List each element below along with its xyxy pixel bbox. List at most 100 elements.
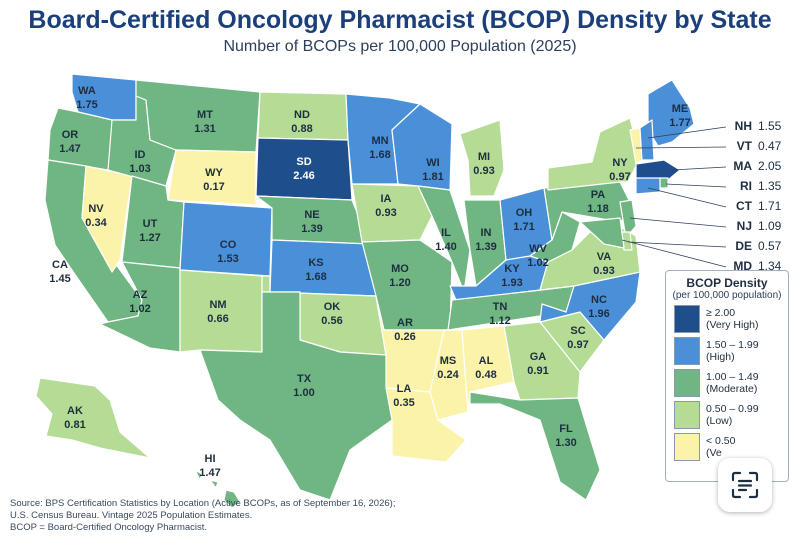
state-value-label: 1.77 [669, 117, 690, 129]
state-code-label: AK [67, 405, 83, 417]
legend: BCOP Density (per 100,000 population) ≥ … [665, 270, 789, 482]
state-value-label: 1.03 [129, 163, 150, 175]
state-code-label: FL [559, 423, 573, 435]
state-sd [255, 137, 353, 201]
state-code-label: WY [205, 167, 223, 179]
state-code-label: MO [391, 263, 409, 275]
source-note: Source: BPS Certification Statistics by … [10, 498, 395, 534]
state-code-label: AZ [133, 289, 148, 301]
state-code-label: NM [209, 299, 226, 311]
state-value-label: 1.00 [293, 387, 314, 399]
state-value-label: 0.66 [207, 313, 228, 325]
state-value-label: 1.30 [555, 437, 576, 449]
state-value-label: 0.93 [375, 207, 396, 219]
callout-value: 1.55 [758, 119, 782, 133]
callout-md: MD 1.34 [728, 259, 781, 273]
state-fl [469, 391, 601, 501]
state-code-label: PA [591, 189, 606, 201]
text-scan-button[interactable] [718, 458, 772, 512]
state-code-label: MS [440, 355, 457, 367]
state-code-label: OK [324, 301, 341, 313]
state-code-label: HI [205, 453, 216, 465]
state-value-label: 1.68 [369, 149, 390, 161]
callout-leader-line [665, 183, 727, 188]
state-code-label: UT [143, 218, 158, 230]
state-md [579, 217, 625, 249]
state-value-label: 1.39 [475, 241, 496, 253]
legend-item: 0.50 – 0.99 (Low) [674, 401, 788, 429]
state-value-label: 1.45 [49, 273, 70, 285]
state-value-label: 1.02 [129, 303, 150, 315]
legend-swatch [674, 401, 700, 429]
legend-range: 1.00 – 1.49 [706, 371, 759, 383]
state-code-label: OH [516, 207, 533, 219]
state-value-label: 0.88 [291, 123, 312, 135]
state-code-label: GA [530, 351, 547, 363]
legend-subtitle: (per 100,000 population) [672, 290, 782, 301]
state-code-label: NC [591, 294, 607, 306]
state-hi [194, 469, 241, 509]
callout-code: VT [736, 139, 752, 153]
callout-ct: CT 1.71 [728, 199, 781, 213]
state-value-label: 0.17 [203, 181, 224, 193]
state-value-label: 0.97 [567, 339, 588, 351]
callout-value: 0.57 [758, 239, 782, 253]
state-value-label: 0.48 [475, 369, 496, 381]
callout-leader-line [647, 187, 727, 208]
state-code-label: ID [135, 149, 146, 161]
callout-nj: NJ 1.09 [728, 219, 782, 233]
state-value-label: 0.56 [321, 315, 342, 327]
state-value-label: 1.02 [527, 257, 548, 269]
map-subtitle: Number of BCOPs per 100,000 Population (… [223, 38, 577, 55]
state-code-label: IN [481, 227, 492, 239]
callout-code: MA [733, 159, 752, 173]
callout-value: 1.09 [758, 219, 782, 233]
state-value-label: 1.18 [587, 203, 608, 215]
state-value-label: 1.47 [59, 143, 80, 155]
callout-ri: RI 1.35 [728, 179, 781, 193]
callout-leader-line [647, 126, 727, 139]
state-code-label: WA [78, 85, 96, 97]
state-value-label: 0.81 [64, 419, 85, 431]
state-value-label: 1.68 [305, 271, 326, 283]
legend-range: ≥ 2.00 [706, 307, 736, 319]
state-code-label: KY [504, 263, 520, 275]
callout-code: CT [736, 199, 752, 213]
state-value-label: 2.46 [293, 170, 314, 182]
state-value-label: 1.71 [513, 221, 534, 233]
state-ri [659, 177, 669, 189]
callout-leader-line [627, 241, 727, 248]
state-value-label: 0.35 [393, 397, 414, 409]
state-ct [635, 177, 661, 195]
legend-swatch [674, 433, 700, 461]
state-value-label: 1.81 [422, 171, 443, 183]
state-value-label: 0.24 [437, 369, 459, 381]
state-mi [459, 119, 505, 197]
state-value-label: 1.12 [489, 315, 510, 327]
state-code-label: OR [62, 129, 79, 141]
state-value-label: 1.31 [194, 123, 215, 135]
state-ak [35, 377, 151, 459]
legend-item: ≥ 2.00 (Very High) [674, 305, 788, 333]
state-code-label: CA [52, 259, 68, 271]
state-value-label: 1.27 [139, 232, 160, 244]
callout-nh: NH 1.55 [728, 119, 782, 133]
state-value-label: 1.47 [199, 467, 220, 479]
source-line: U.S. Census Bureau. Vintage 2025 Populat… [10, 510, 253, 521]
state-value-label: 1.39 [301, 223, 322, 235]
callout-leader-line [621, 239, 727, 268]
legend-text: 0.50 – 0.99 (Low) [706, 403, 759, 427]
state-ma [635, 159, 681, 181]
state-value-label: 1.40 [435, 241, 456, 253]
callout-leader-line [671, 166, 727, 171]
text-scan-icon [731, 471, 759, 499]
legend-swatch [674, 337, 700, 365]
legend-desc: (Low) [706, 415, 733, 427]
callout-code: NJ [736, 219, 752, 233]
callout-code: DE [735, 239, 752, 253]
state-value-label: 1.75 [76, 99, 97, 111]
legend-range: < 0.50 [706, 435, 736, 447]
state-value-label: 0.34 [85, 217, 107, 229]
state-code-label: TX [297, 373, 312, 385]
legend-text: 1.00 – 1.49 (Moderate) [706, 371, 759, 395]
